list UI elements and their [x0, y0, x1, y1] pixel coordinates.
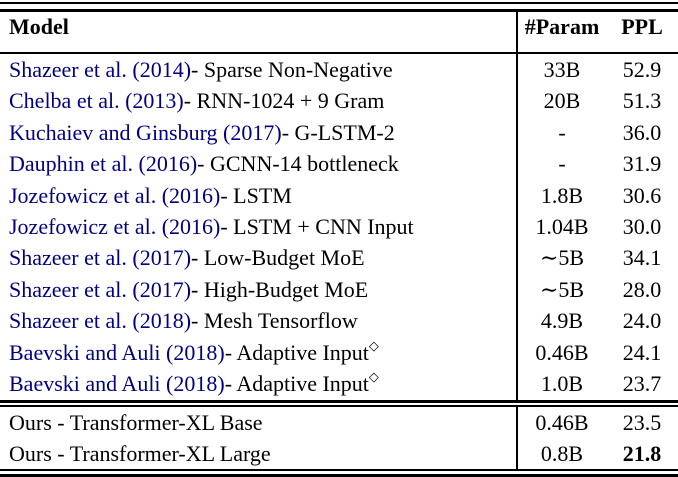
citation-link[interactable]: Chelba et al. (2013): [9, 88, 184, 114]
param-cell: 0.8B: [516, 438, 606, 469]
model-desc: - LSTM: [220, 182, 292, 208]
param-cell: 20B: [516, 85, 606, 117]
param-cell: 4.9B: [516, 305, 606, 338]
param-cell: 1.8B: [516, 179, 606, 212]
citation-link[interactable]: Shazeer et al. (2018): [9, 308, 192, 334]
model-cell: Jozefowicz et al. (2016) - LSTM + CNN In…: [0, 211, 516, 242]
header-param: #Param: [516, 12, 606, 52]
ppl-cell-best: 21.8: [622, 440, 662, 466]
table-row: Shazeer et al. (2014) - Sparse Non-Negat…: [0, 54, 678, 86]
table-row: Kuchaiev and Ginsburg (2017) - G-LSTM-2 …: [0, 116, 678, 149]
top-rule-inner: [0, 9, 678, 12]
model-desc: - Adaptive Input: [224, 371, 369, 397]
table-row: Baevski and Auli (2018) - Adaptive Input…: [0, 337, 678, 369]
param-cell: 0.46B: [516, 407, 606, 438]
ppl-cell: 51.3: [622, 88, 662, 114]
param-cell: -: [516, 148, 606, 180]
table-row: Ours - Transformer-XL Base 0.46B 23.5: [0, 407, 678, 438]
ppl-cell: 34.1: [622, 245, 662, 271]
ppl-cell: 52.9: [622, 56, 662, 82]
ppl-cell: 23.5: [622, 409, 662, 435]
header-model: Model: [9, 14, 69, 39]
section-rule-lower: [0, 405, 678, 407]
model-cell: Chelba et al. (2013) - RNN-1024 + 9 Gram: [0, 85, 516, 116]
param-cell: ∼5B: [516, 242, 606, 275]
model-cell: Ours - Transformer-XL Base: [9, 409, 263, 435]
model-cell: Ours - Transformer-XL Large: [9, 440, 271, 466]
model-cell: Shazeer et al. (2018) - Mesh Tensorflow: [0, 306, 516, 337]
param-cell: 1.0B: [516, 368, 606, 400]
section-rule-upper: [0, 400, 678, 403]
model-desc: - RNN-1024 + 9 Gram: [183, 88, 385, 114]
citation-link[interactable]: Dauphin et al. (2016): [9, 151, 198, 177]
model-desc: - GCNN-14 bottleneck: [197, 151, 399, 177]
ppl-cell: 30.6: [622, 182, 662, 208]
citation-link[interactable]: Jozefowicz et al. (2016): [9, 182, 221, 208]
header-rule: [0, 52, 678, 54]
model-cell: Dauphin et al. (2016) - GCNN-14 bottlene…: [0, 148, 516, 179]
table-row: Shazeer et al. (2018) - Mesh Tensorflow …: [0, 305, 678, 338]
param-cell: 0.46B: [516, 337, 606, 369]
model-desc: - G-LSTM-2: [281, 119, 395, 145]
table-row: Shazeer et al. (2017) - High-Budget MoE …: [0, 274, 678, 306]
ppl-cell: 23.7: [622, 371, 662, 397]
table-row: Chelba et al. (2013) - RNN-1024 + 9 Gram…: [0, 85, 678, 117]
bottom-rule-outer: [0, 474, 678, 477]
model-desc: - Adaptive Input: [224, 339, 369, 365]
bottom-rule-inner: [0, 469, 678, 471]
param-cell: -: [516, 116, 606, 149]
model-desc: - Mesh Tensorflow: [191, 308, 358, 334]
ppl-cell: 24.1: [622, 339, 662, 365]
model-cell: Baevski and Auli (2018) - Adaptive Input…: [9, 369, 379, 397]
model-desc: - Sparse Non-Negative: [191, 56, 393, 82]
model-cell: Shazeer et al. (2017) - Low-Budget MoE: [0, 243, 516, 274]
param-cell: ∼5B: [516, 274, 606, 306]
table-row: Jozefowicz et al. (2016) - LSTM 1.8B 30.…: [0, 179, 678, 212]
citation-link[interactable]: Kuchaiev and Ginsburg (2017): [9, 119, 282, 145]
model-cell: Shazeer et al. (2017) - High-Budget MoE: [0, 274, 516, 305]
model-cell: Baevski and Auli (2018) - Adaptive Input…: [9, 337, 379, 365]
citation-link[interactable]: Shazeer et al. (2017): [9, 276, 192, 302]
model-desc: - Low-Budget MoE: [191, 245, 365, 271]
ppl-cell: 28.0: [622, 276, 662, 302]
param-cell: 1.04B: [516, 211, 606, 243]
baseline-rows-section: Shazeer et al. (2014) - Sparse Non-Negat…: [0, 54, 678, 400]
ppl-cell: 31.9: [622, 151, 662, 177]
header-ppl: PPL: [621, 14, 663, 39]
citation-link[interactable]: Shazeer et al. (2017): [9, 245, 192, 271]
table-row: Baevski and Auli (2018) - Adaptive Input…: [0, 368, 678, 400]
model-desc: - LSTM + CNN Input: [220, 213, 414, 239]
table-row: Jozefowicz et al. (2016) - LSTM + CNN In…: [0, 211, 678, 243]
table-row: Ours - Transformer-XL Large 0.8B 21.8: [0, 438, 678, 469]
model-desc: - High-Budget MoE: [191, 276, 369, 302]
table-row: Dauphin et al. (2016) - GCNN-14 bottlene…: [0, 148, 678, 180]
model-cell: Shazeer et al. (2014) - Sparse Non-Negat…: [0, 54, 516, 85]
top-rule-outer: [0, 2, 678, 4]
model-cell: Kuchaiev and Ginsburg (2017) - G-LSTM-2: [0, 117, 516, 148]
ours-rows-section: Ours - Transformer-XL Base 0.46B 23.5 Ou…: [0, 407, 678, 469]
header-row: Model #Param PPL: [0, 12, 678, 52]
citation-link[interactable]: Baevski and Auli (2018): [9, 339, 225, 365]
citation-link[interactable]: Shazeer et al. (2014): [9, 56, 192, 82]
table-row: Shazeer et al. (2017) - Low-Budget MoE ∼…: [0, 242, 678, 275]
ppl-cell: 30.0: [622, 213, 662, 239]
ppl-cell: 36.0: [622, 119, 662, 145]
citation-link[interactable]: Baevski and Auli (2018): [9, 371, 225, 397]
ppl-cell: 24.0: [622, 308, 662, 334]
param-cell: 33B: [516, 54, 606, 86]
citation-link[interactable]: Jozefowicz et al. (2016): [9, 213, 221, 239]
model-cell: Jozefowicz et al. (2016) - LSTM: [0, 180, 516, 211]
